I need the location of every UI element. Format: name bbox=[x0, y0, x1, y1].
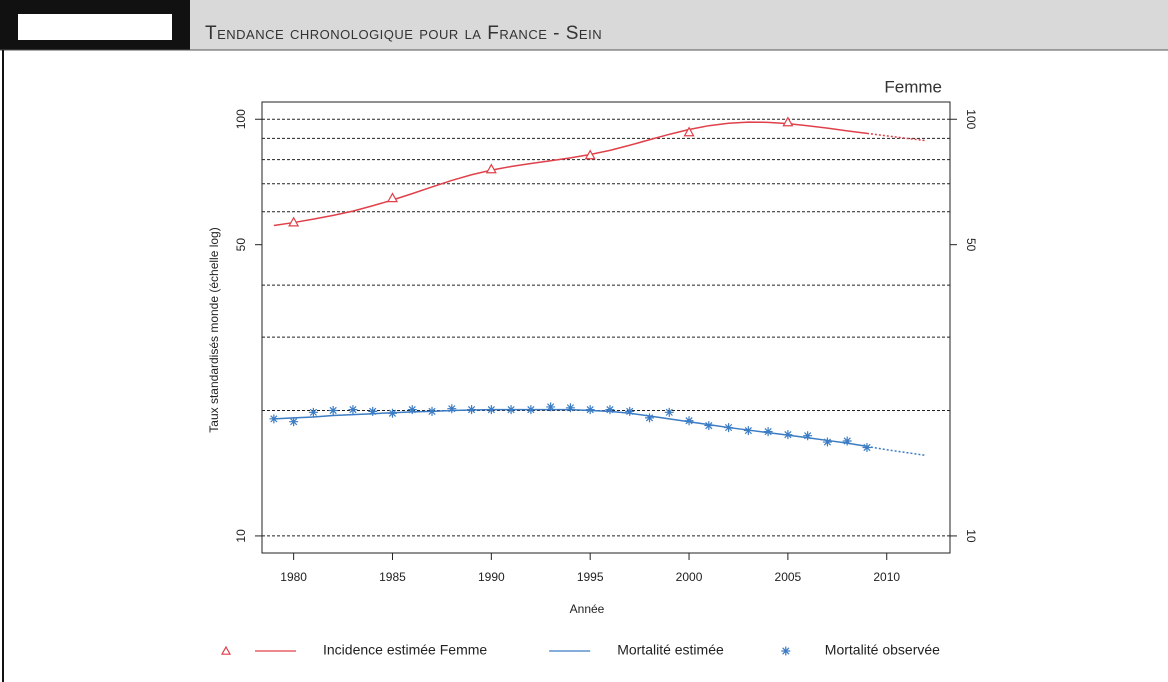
data-point bbox=[565, 403, 575, 413]
data-point bbox=[427, 406, 437, 416]
data-point bbox=[743, 426, 753, 436]
data-point bbox=[763, 427, 773, 437]
data-point bbox=[506, 405, 516, 415]
data-point bbox=[783, 430, 793, 440]
y2-tick-label: 50 bbox=[964, 238, 978, 252]
x-tick-label: 2010 bbox=[873, 570, 900, 584]
data-point bbox=[584, 149, 596, 160]
data-point bbox=[368, 406, 378, 416]
legend-marker bbox=[220, 645, 232, 655]
y-tick-label: 100 bbox=[234, 109, 248, 129]
data-point bbox=[485, 163, 497, 174]
data-point bbox=[486, 405, 496, 415]
data-point bbox=[348, 405, 358, 415]
data-point bbox=[782, 116, 794, 127]
header-title: Tendance chronologique pour la France - … bbox=[205, 23, 602, 44]
data-point bbox=[526, 405, 536, 415]
data-point bbox=[625, 406, 635, 416]
data-point bbox=[684, 416, 694, 426]
chart-subtitle: Femme bbox=[884, 77, 942, 96]
data-point bbox=[803, 431, 813, 441]
data-point bbox=[724, 423, 734, 433]
data-point bbox=[822, 437, 832, 447]
series-line bbox=[273, 121, 868, 227]
data-point bbox=[585, 405, 595, 415]
data-point bbox=[289, 417, 299, 427]
header-box bbox=[18, 14, 172, 40]
y2-tick-label: 100 bbox=[964, 109, 978, 129]
series-line bbox=[273, 408, 868, 448]
data-point bbox=[269, 414, 279, 424]
data-point bbox=[447, 404, 457, 414]
data-point bbox=[644, 413, 654, 423]
data-point bbox=[288, 216, 300, 227]
header-band bbox=[0, 0, 1168, 50]
data-point bbox=[683, 126, 695, 137]
data-point bbox=[605, 405, 615, 415]
y-axis-label: Taux standardisés monde (échelle log) bbox=[207, 227, 221, 432]
data-point bbox=[328, 405, 338, 415]
data-point bbox=[308, 407, 318, 417]
data-point bbox=[704, 421, 714, 431]
x-tick-label: 2005 bbox=[775, 570, 802, 584]
legend-label: Incidence estimée Femme bbox=[323, 642, 487, 658]
series-line bbox=[866, 445, 927, 457]
data-point bbox=[862, 443, 872, 453]
y-tick-label: 10 bbox=[234, 529, 248, 543]
x-tick-label: 1990 bbox=[478, 570, 505, 584]
legend-label: Mortalité observée bbox=[825, 642, 940, 658]
legend-marker bbox=[781, 646, 791, 656]
x-axis-label: Année bbox=[570, 602, 605, 616]
x-tick-label: 1980 bbox=[280, 570, 307, 584]
data-point bbox=[407, 405, 417, 415]
plot-frame bbox=[261, 101, 951, 554]
x-tick-label: 2000 bbox=[676, 570, 703, 584]
data-point bbox=[467, 405, 477, 415]
x-tick-label: 1995 bbox=[577, 570, 604, 584]
data-point bbox=[387, 408, 397, 418]
data-point bbox=[664, 407, 674, 417]
data-point bbox=[546, 402, 556, 412]
y2-tick-label: 10 bbox=[964, 529, 978, 543]
x-tick-label: 1985 bbox=[379, 570, 406, 584]
legend-label: Mortalité estimée bbox=[617, 642, 724, 658]
data-point bbox=[842, 436, 852, 446]
data-point bbox=[386, 192, 399, 203]
series-line bbox=[866, 132, 927, 142]
y-tick-label: 50 bbox=[234, 238, 248, 252]
